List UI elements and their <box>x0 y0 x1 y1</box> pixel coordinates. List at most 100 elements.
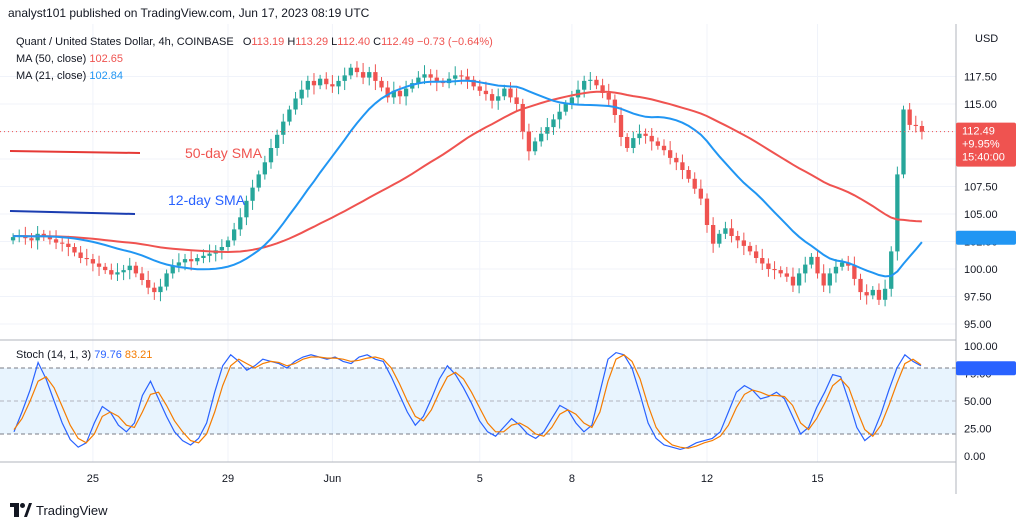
stoch-k-tag <box>956 361 1016 376</box>
candle-body <box>53 239 59 243</box>
candle-body <box>882 288 888 300</box>
currency-label: USD <box>975 33 998 45</box>
last-price-tag-change: +9.95% <box>962 139 1000 151</box>
time-tick-label: 8 <box>569 473 575 485</box>
candle-body <box>354 67 360 73</box>
candle-body <box>281 121 286 135</box>
ma50-value: 102.65 <box>89 53 124 65</box>
candle-body <box>465 76 470 80</box>
red-trend-line <box>9 150 141 154</box>
chart-grid <box>0 24 956 462</box>
candle-body <box>545 127 550 134</box>
time-tick-label: Jun <box>324 473 342 485</box>
candle-body <box>760 258 765 264</box>
open-label: O <box>242 36 252 48</box>
candle-body <box>256 174 261 188</box>
candle-body <box>502 88 507 97</box>
candle-body <box>66 243 71 247</box>
candle-body <box>625 137 630 148</box>
moving-averages <box>0 79 956 278</box>
candle-body <box>360 72 366 78</box>
candle-body <box>827 273 832 286</box>
candle-body <box>539 133 544 142</box>
candle-body <box>139 273 145 280</box>
candle-body <box>10 237 16 241</box>
candle-body <box>637 133 642 139</box>
low-label: L <box>331 36 338 48</box>
candle-body <box>434 77 439 82</box>
candle-body <box>809 256 814 265</box>
candle-body <box>416 77 421 84</box>
candle-body <box>496 96 501 101</box>
candle-body <box>753 251 759 258</box>
candle-body <box>704 198 710 225</box>
ma21-line <box>13 79 923 278</box>
candle-body <box>606 93 611 100</box>
stoch-k-value: 79.76 <box>94 349 122 361</box>
blue-trend-line <box>9 210 136 215</box>
candle-body <box>913 124 918 126</box>
candle-body <box>274 134 280 148</box>
ma21-tag <box>956 230 1016 245</box>
ma12-annotation: 12-day SMA <box>168 192 246 208</box>
open-value: 113.19 <box>251 36 285 48</box>
candle-body <box>330 84 335 87</box>
last-price-tag <box>956 122 1016 167</box>
candle-body <box>710 225 716 244</box>
legend-ma21-row: MA (21, close) 102.84 <box>16 68 493 85</box>
candle-body <box>299 89 304 99</box>
candle-body <box>674 157 679 163</box>
trend-lines <box>9 150 141 215</box>
stoch-d-line <box>13 354 922 449</box>
candle-body <box>397 90 403 97</box>
candle-body <box>219 247 225 251</box>
candle-body <box>557 111 562 120</box>
candle-body <box>514 97 519 104</box>
candle-body <box>661 145 667 151</box>
candle-body <box>367 72 372 78</box>
publish-header: analyst101 published on TradingView.com,… <box>0 0 1024 24</box>
symbol-name: Quant / United States Dollar, 4h, COINBA… <box>16 36 234 48</box>
ma21-value: 102.84 <box>89 70 124 82</box>
low-value: 112.40 <box>337 36 371 48</box>
candle-body <box>582 80 587 90</box>
candle-body <box>563 104 568 112</box>
footer-brand: TradingView <box>36 503 108 518</box>
candle-body <box>508 88 513 98</box>
time-tick-label: 15 <box>811 473 823 485</box>
candle-body <box>244 200 249 218</box>
legend-ma50-row: MA (50, close) 102.65 <box>16 51 493 68</box>
tradingview-logo-icon <box>10 503 32 517</box>
candle-body <box>815 256 820 274</box>
candle-body <box>569 97 575 104</box>
candle-body <box>895 174 900 252</box>
candle-body <box>115 272 120 275</box>
candle-body <box>796 273 802 286</box>
candle-body <box>839 262 845 267</box>
publish-line: analyst101 published on TradingView.com,… <box>8 6 370 20</box>
candle-body <box>846 262 851 266</box>
time-tick-label: 12 <box>701 473 713 485</box>
candle-body <box>121 270 126 273</box>
candle-body <box>459 75 464 77</box>
candle-body <box>772 269 777 271</box>
time-tick-label: 29 <box>222 473 234 485</box>
candle-body <box>385 87 390 98</box>
candle-body <box>668 150 673 158</box>
candle-body <box>109 270 114 275</box>
candle-body <box>907 109 912 125</box>
candle-body <box>766 263 771 269</box>
candle-body <box>919 126 925 132</box>
price-tick-label: 105.00 <box>964 209 998 221</box>
candle-body <box>60 242 65 244</box>
candle-body <box>262 162 267 175</box>
high-label: H <box>287 36 296 48</box>
stoch-d-value: 83.21 <box>124 349 153 361</box>
price-chart[interactable]: USD117.50115.00112.50110.00107.50105.001… <box>0 24 1024 494</box>
candle-body <box>29 238 34 241</box>
candle-body <box>146 280 151 288</box>
change-value: −0.73 (−0.64%) <box>417 36 493 48</box>
stoch-tick-label: 25.00 <box>964 424 992 436</box>
candle-body <box>686 170 691 179</box>
candles <box>10 61 925 307</box>
